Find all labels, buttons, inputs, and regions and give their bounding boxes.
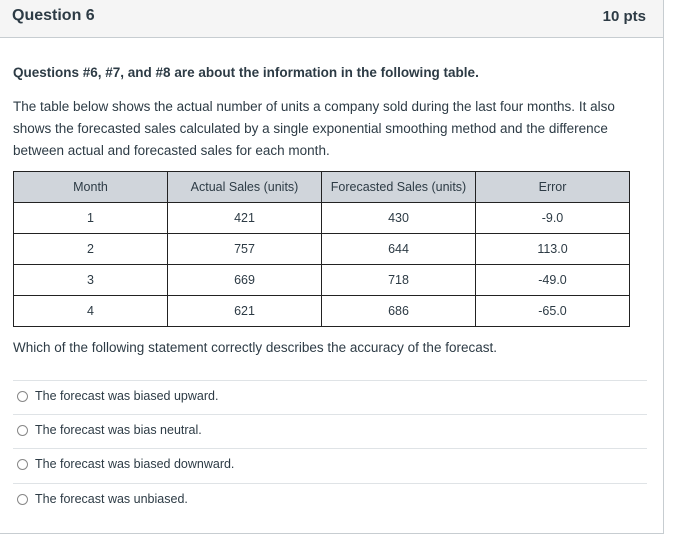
cell: 430 (321, 202, 476, 234)
answer-option[interactable]: The forecast was biased upward. (13, 380, 647, 415)
cell: 621 (167, 295, 322, 327)
cell: 2 (13, 233, 168, 265)
cell: 686 (321, 295, 476, 327)
table-row: 4 621 686 -65.0 (13, 295, 630, 327)
cell: 3 (13, 264, 168, 296)
table-row: 2 757 644 113.0 (13, 233, 630, 265)
table-row: 3 669 718 -49.0 (13, 264, 630, 296)
column-header: Error (475, 171, 630, 203)
column-header: Forecasted Sales (units) (321, 171, 476, 203)
radio-button[interactable] (17, 459, 28, 470)
table-row: 1 421 430 -9.0 (13, 202, 630, 234)
question-header: Question 6 10 pts (0, 0, 663, 38)
cell: 113.0 (475, 233, 630, 265)
data-table: Month Actual Sales (units) Forecasted Sa… (13, 171, 630, 327)
column-header: Actual Sales (units) (167, 171, 322, 203)
option-label[interactable]: The forecast was unbiased. (35, 492, 188, 506)
radio-button[interactable] (17, 494, 28, 505)
table-header-row: Month Actual Sales (units) Forecasted Sa… (13, 171, 630, 203)
question-prompt: Which of the following statement correct… (13, 340, 497, 355)
cell: 1 (13, 202, 168, 234)
radio-button[interactable] (17, 391, 28, 402)
cell: 669 (167, 264, 322, 296)
description-text: The table below shows the actual number … (13, 99, 615, 158)
cell: -9.0 (475, 202, 630, 234)
cell: 644 (321, 233, 476, 265)
option-label[interactable]: The forecast was bias neutral. (35, 423, 202, 437)
intro-text: Questions #6, #7, and #8 are about the i… (13, 65, 479, 80)
cell: 421 (167, 202, 322, 234)
cell: -49.0 (475, 264, 630, 296)
answer-option[interactable]: The forecast was unbiased. (13, 483, 647, 518)
cell: 757 (167, 233, 322, 265)
answer-option[interactable]: The forecast was biased downward. (13, 448, 647, 483)
option-label[interactable]: The forecast was biased upward. (35, 389, 219, 403)
radio-button[interactable] (17, 425, 28, 436)
option-label[interactable]: The forecast was biased downward. (35, 457, 235, 471)
question-points: 10 pts (602, 8, 646, 25)
cell: 718 (321, 264, 476, 296)
column-header: Month (13, 171, 168, 203)
cell: 4 (13, 295, 168, 327)
cell: -65.0 (475, 295, 630, 327)
answer-option[interactable]: The forecast was bias neutral. (13, 414, 647, 449)
question-title: Question 6 (12, 7, 95, 24)
